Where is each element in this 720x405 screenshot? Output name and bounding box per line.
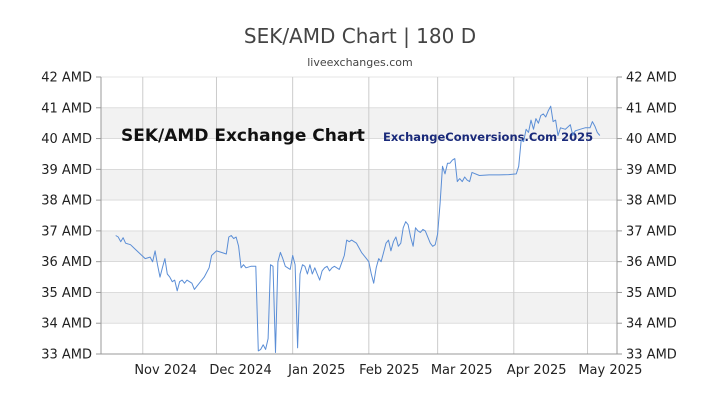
y-tick-label-left: 39 AMD [41, 163, 92, 178]
y-tick-label-right: 38 AMD [626, 194, 677, 209]
y-tick-label-left: 38 AMD [41, 194, 92, 209]
x-tick-label: May 2025 [578, 363, 642, 378]
x-tick-label: Apr 2025 [507, 363, 567, 378]
y-tick-label-right: 39 AMD [626, 163, 677, 178]
band-36 [101, 230, 617, 262]
y-tick-label-left: 36 AMD [41, 255, 92, 270]
y-tick-label-left: 42 AMD [41, 71, 92, 86]
x-tick-labels: Nov 2024 Dec 2024 Jan 2025 Feb 2025 Mar 2025… [134, 363, 642, 378]
vertical-gridlines [142, 77, 589, 354]
x-tick-label: Mar 2025 [431, 363, 493, 378]
series-group [115, 105, 601, 353]
chart-subtitle: liveexchanges.com [307, 56, 413, 69]
x-tick-label: Nov 2024 [134, 363, 197, 378]
x-tick-label: Feb 2025 [359, 363, 419, 378]
chart-title: SEK/AMD Chart | 180 D [243, 24, 477, 48]
x-tick-label: Jan 2025 [287, 363, 345, 378]
y-tick-labels-left: 33 AMD 34 AMD 35 AMD 36 AMD 37 AMD 38 AMD 39 A… [41, 71, 92, 363]
y-tick-label-right: 41 AMD [626, 101, 677, 116]
band-38 [101, 169, 617, 201]
y-tick-label-left: 41 AMD [41, 101, 92, 116]
y-tick-label-right: 42 AMD [626, 71, 677, 86]
y-tick-label-right: 34 AMD [626, 317, 677, 332]
axes [96, 76, 622, 355]
band-40 [101, 107, 617, 139]
watermark-right: ExchangeConversions.Com 2025 [383, 130, 593, 144]
band-34 [101, 292, 617, 324]
y-tick-label-left: 34 AMD [41, 317, 92, 332]
x-tick-label: Dec 2024 [209, 363, 271, 378]
background-bands [101, 107, 617, 324]
y-tick-labels-right: 33 AMD 34 AMD 35 AMD 36 AMD 37 AMD 38 AMD 39 A… [626, 71, 677, 363]
y-tick-label-left: 40 AMD [41, 132, 92, 147]
y-tick-label-left: 33 AMD [41, 348, 92, 363]
y-tick-label-right: 33 AMD [626, 348, 677, 363]
y-tick-label-right: 36 AMD [626, 255, 677, 270]
watermark-left: SEK/AMD Exchange Chart [121, 126, 365, 146]
y-tick-label-right: 37 AMD [626, 224, 677, 239]
y-tick-label-right: 35 AMD [626, 286, 677, 301]
y-tick-label-left: 37 AMD [41, 224, 92, 239]
series-line-0 [115, 105, 601, 353]
y-tick-label-left: 35 AMD [41, 286, 92, 301]
y-tick-label-right: 40 AMD [626, 132, 677, 147]
